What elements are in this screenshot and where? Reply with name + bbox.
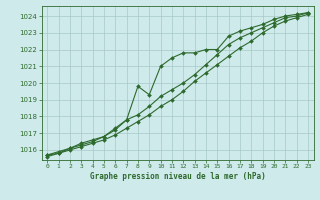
X-axis label: Graphe pression niveau de la mer (hPa): Graphe pression niveau de la mer (hPa)	[90, 172, 266, 181]
